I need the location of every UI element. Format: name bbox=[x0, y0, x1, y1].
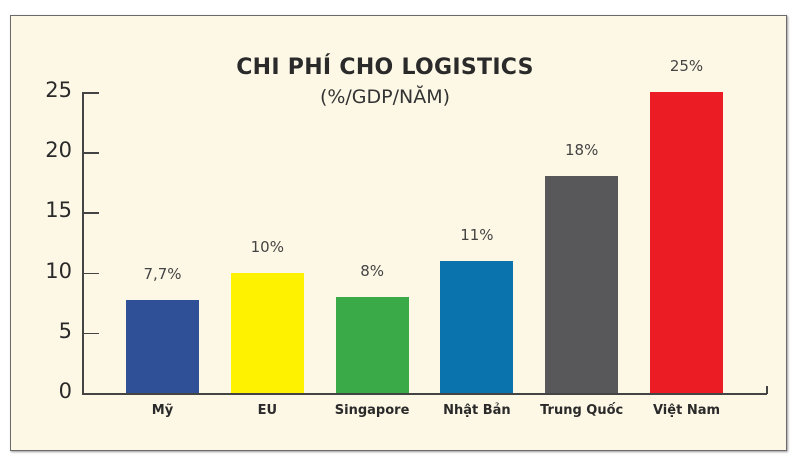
x-tick-label: Singapore bbox=[334, 403, 410, 418]
data-label: 8% bbox=[360, 261, 384, 280]
data-label: 25% bbox=[669, 57, 704, 75]
chart-subtitle: (%/GDP/NĂM) bbox=[0, 86, 770, 108]
y-tick-mark bbox=[82, 332, 99, 335]
bar bbox=[545, 176, 619, 393]
bar bbox=[650, 92, 723, 393]
y-tick-mark bbox=[82, 272, 99, 275]
y-axis bbox=[82, 92, 84, 394]
bar bbox=[126, 300, 199, 393]
y-tick-label: 0 bbox=[58, 379, 72, 403]
y-tick-mark bbox=[82, 152, 99, 154]
x-tick-label: Trung Quốc bbox=[540, 403, 624, 418]
chart-title: CHI PHÍ CHO LOGISTICS bbox=[0, 55, 770, 80]
data-label: 18% bbox=[565, 141, 599, 160]
data-label: 11% bbox=[460, 225, 494, 244]
y-tick-label: 15 bbox=[45, 198, 72, 223]
x-tick-label: EU bbox=[257, 403, 278, 418]
x-tick-label: Việt Nam bbox=[652, 403, 721, 418]
chart-subtitle-text: (%/GDP/NĂM) bbox=[319, 86, 451, 108]
x-tick-label: Mỹ bbox=[151, 403, 174, 418]
data-label: 7,7% bbox=[143, 265, 182, 284]
x-tick-label: Nhật Bản bbox=[443, 403, 511, 418]
y-tick-mark bbox=[82, 92, 99, 94]
chart-title-text: CHI PHÍ CHO LOGISTICS bbox=[236, 55, 534, 80]
x-axis-end-tick bbox=[766, 386, 768, 394]
data-label: 10% bbox=[250, 237, 284, 256]
y-tick-label: 20 bbox=[45, 138, 72, 163]
y-tick-label: 10 bbox=[45, 258, 72, 283]
y-tick-label: 5 bbox=[58, 318, 72, 343]
bar bbox=[335, 296, 409, 393]
bar bbox=[230, 272, 304, 393]
x-axis bbox=[82, 393, 767, 395]
bar bbox=[440, 260, 514, 393]
y-tick-mark bbox=[82, 212, 99, 214]
y-tick-label: 25 bbox=[45, 78, 72, 102]
